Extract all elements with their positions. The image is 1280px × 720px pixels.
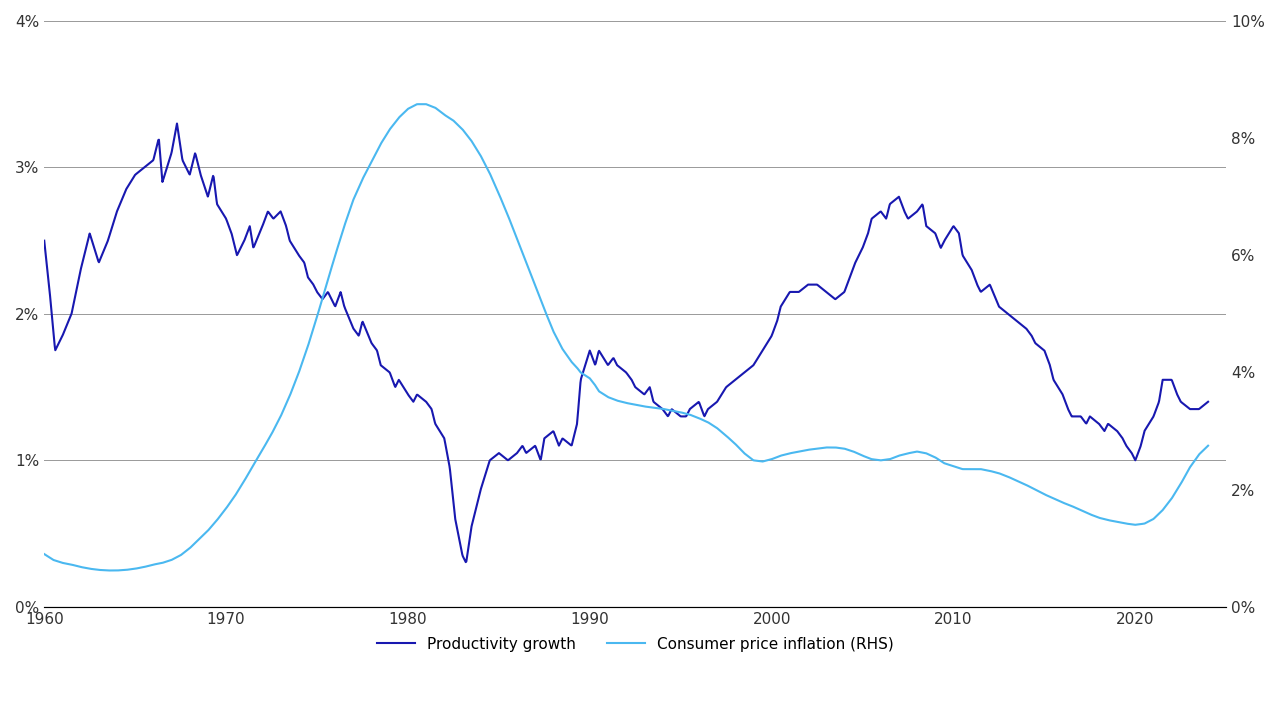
Productivity growth (458, 558, 474, 567)
Line: Productivity growth: Productivity growth (45, 124, 1208, 562)
Consumer price inflation (RHS) (954, 464, 969, 473)
Consumer price inflation (RHS) (604, 394, 620, 402)
Productivity growth (1167, 386, 1183, 395)
Productivity growth (37, 236, 52, 245)
Consumer price inflation (RHS) (1167, 488, 1183, 497)
Consumer price inflation (RHS) (410, 100, 425, 109)
Consumer price inflation (RHS) (101, 566, 116, 575)
Productivity growth (604, 356, 620, 365)
Legend: Productivity growth, Consumer price inflation (RHS): Productivity growth, Consumer price infl… (371, 631, 900, 658)
Consumer price inflation (RHS) (96, 566, 111, 575)
Productivity growth (572, 379, 588, 387)
Consumer price inflation (RHS) (1167, 489, 1183, 498)
Consumer price inflation (RHS) (37, 550, 52, 559)
Productivity growth (169, 120, 184, 128)
Productivity growth (1201, 397, 1216, 406)
Productivity growth (954, 246, 969, 255)
Productivity growth (1167, 384, 1183, 392)
Productivity growth (96, 247, 111, 256)
Consumer price inflation (RHS) (1201, 441, 1216, 450)
Line: Consumer price inflation (RHS): Consumer price inflation (RHS) (45, 104, 1208, 570)
Consumer price inflation (RHS) (572, 368, 588, 377)
